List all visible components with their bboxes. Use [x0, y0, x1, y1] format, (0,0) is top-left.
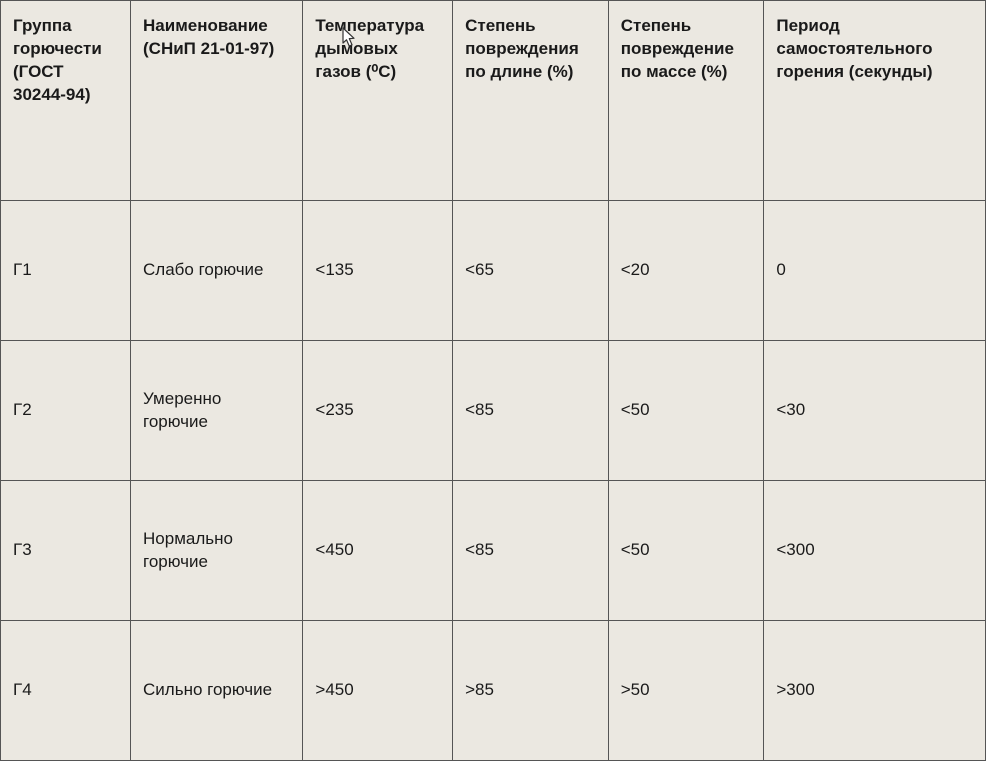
- table-row: Г2 Умеренно горючие <235 <85 <50 <30: [1, 341, 986, 481]
- cell-damage-mass: <50: [608, 481, 764, 621]
- cell-temperature: <135: [303, 201, 453, 341]
- cell-burn-period: <30: [764, 341, 986, 481]
- table-header-row: Группа горючести (ГОСТ 30244-94) Наимено…: [1, 1, 986, 201]
- cell-name: Сильно горючие: [131, 621, 303, 761]
- cell-group: Г4: [1, 621, 131, 761]
- table-row: Г3 Нормально горючие <450 <85 <50 <300: [1, 481, 986, 621]
- table-row: Г4 Сильно горючие >450 >85 >50 >300: [1, 621, 986, 761]
- col-header-damage-length: Степень повреждения по длине (%): [453, 1, 609, 201]
- flammability-table: Группа горючести (ГОСТ 30244-94) Наимено…: [0, 0, 986, 761]
- cell-name: Нормально горючие: [131, 481, 303, 621]
- cell-damage-mass: >50: [608, 621, 764, 761]
- cell-damage-length: <85: [453, 481, 609, 621]
- col-header-burn-period: Период самостоятельного горения (секунды…: [764, 1, 986, 201]
- table-row: Г1 Слабо горючие <135 <65 <20 0: [1, 201, 986, 341]
- col-header-group: Группа горючести (ГОСТ 30244-94): [1, 1, 131, 201]
- col-header-name: Наименование (СНиП 21-01-97): [131, 1, 303, 201]
- cell-damage-length: <85: [453, 341, 609, 481]
- cell-temperature: >450: [303, 621, 453, 761]
- cell-burn-period: >300: [764, 621, 986, 761]
- cell-temperature: <235: [303, 341, 453, 481]
- cell-damage-mass: <50: [608, 341, 764, 481]
- col-header-damage-mass: Степень повреждение по массе (%): [608, 1, 764, 201]
- cell-burn-period: 0: [764, 201, 986, 341]
- cell-group: Г2: [1, 341, 131, 481]
- cell-group: Г1: [1, 201, 131, 341]
- cell-group: Г3: [1, 481, 131, 621]
- cell-temperature: <450: [303, 481, 453, 621]
- col-header-temperature: Температура дымовых газов (⁰С): [303, 1, 453, 201]
- cell-damage-length: <65: [453, 201, 609, 341]
- cell-name: Слабо горючие: [131, 201, 303, 341]
- flammability-table-container: Группа горючести (ГОСТ 30244-94) Наимено…: [0, 0, 986, 761]
- cell-name: Умеренно горючие: [131, 341, 303, 481]
- cell-damage-length: >85: [453, 621, 609, 761]
- cell-burn-period: <300: [764, 481, 986, 621]
- cell-damage-mass: <20: [608, 201, 764, 341]
